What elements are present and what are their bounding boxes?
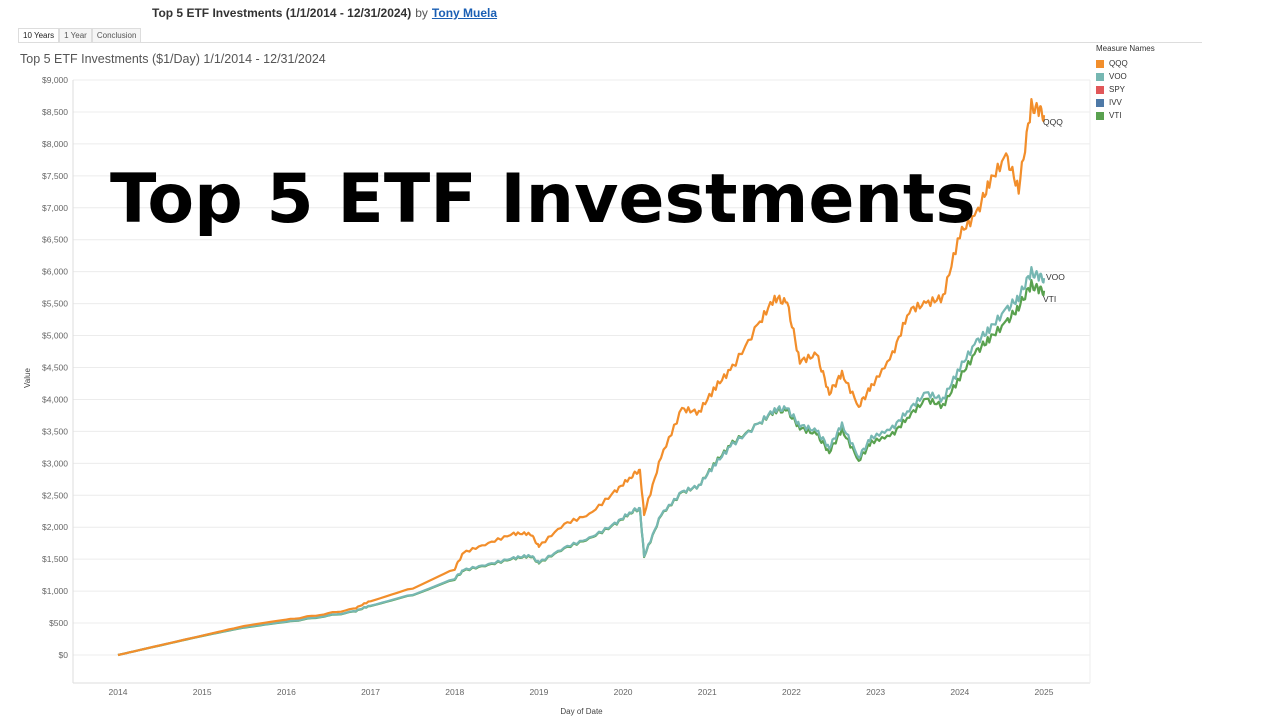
- overlay-heading: Top 5 ETF Investments: [110, 160, 976, 239]
- x-tick-label: 2023: [866, 687, 885, 697]
- x-tick-label: 2021: [698, 687, 717, 697]
- author-link[interactable]: Tony Muela: [431, 6, 498, 20]
- end-label-vti: VTI: [1043, 294, 1056, 304]
- y-tick-label: $6,000: [42, 267, 68, 277]
- legend-label: VOO: [1109, 72, 1127, 81]
- y-tick-label: $8,500: [42, 107, 68, 117]
- y-tick-label: $2,500: [42, 490, 68, 500]
- y-tick-label: $6,500: [42, 235, 68, 245]
- dashboard-header: Top 5 ETF Investments (1/1/2014 - 12/31/…: [0, 0, 1280, 26]
- y-tick-label: $7,000: [42, 203, 68, 213]
- legend-label: QQQ: [1109, 59, 1128, 68]
- y-tick-label: $500: [49, 618, 68, 628]
- x-tick-label: 2022: [782, 687, 801, 697]
- y-tick-label: $3,000: [42, 458, 68, 468]
- series-line-voo: [117, 266, 1046, 657]
- end-label-qqq: QQQ: [1043, 117, 1063, 127]
- x-tick-label: 2024: [950, 687, 969, 697]
- y-axis-label: Value: [23, 368, 32, 388]
- y-tick-label: $5,000: [42, 331, 68, 341]
- x-tick-label: 2018: [445, 687, 464, 697]
- legend-swatch: [1096, 72, 1104, 81]
- legend-swatch: [1096, 85, 1104, 94]
- x-tick-label: 2014: [109, 687, 128, 697]
- x-tick-label: 2020: [614, 687, 633, 697]
- y-tick-label: $4,500: [42, 363, 68, 373]
- chart-title: Top 5 ETF Investments ($1/Day) 1/1/2014 …: [20, 52, 326, 66]
- y-tick-label: $5,500: [42, 299, 68, 309]
- y-tick-label: $4,000: [42, 394, 68, 404]
- x-tick-label: 2016: [277, 687, 296, 697]
- x-tick-label: 2025: [1035, 687, 1054, 697]
- tab-1-year[interactable]: 1 Year: [59, 28, 92, 42]
- legend-item-voo[interactable]: VOO: [1096, 70, 1155, 83]
- tab-10-years[interactable]: 10 Years: [18, 28, 60, 42]
- legend-label: VTI: [1109, 111, 1122, 120]
- legend-label: SPY: [1109, 85, 1126, 94]
- x-axis-label: Day of Date: [560, 707, 603, 716]
- legend-swatch: [1096, 98, 1104, 107]
- series-line-qqq: [117, 98, 1046, 657]
- x-tick-label: 2019: [529, 687, 548, 697]
- dashboard-title: Top 5 ETF Investments (1/1/2014 - 12/31/…: [152, 6, 497, 20]
- series-line-vti: [117, 279, 1046, 657]
- dashboard-title-text: Top 5 ETF Investments (1/1/2014 - 12/31/…: [152, 6, 412, 20]
- dashboard-tabs: 10 Years 1 Year Conclusion: [18, 28, 1202, 43]
- legend-item-ivv[interactable]: IVV: [1096, 96, 1155, 109]
- x-tick-label: 2017: [361, 687, 380, 697]
- y-tick-label: $1,000: [42, 586, 68, 596]
- y-tick-label: $2,000: [42, 522, 68, 532]
- end-label-voo: VOO: [1046, 272, 1065, 282]
- tab-conclusion[interactable]: Conclusion: [91, 28, 142, 42]
- legend: Measure Names QQQ VOO SPY IVV VTI: [1096, 44, 1155, 122]
- legend-item-qqq[interactable]: QQQ: [1096, 57, 1155, 70]
- y-tick-label: $3,500: [42, 426, 68, 436]
- author-by: by: [415, 6, 428, 20]
- legend-swatch: [1096, 111, 1104, 120]
- y-tick-label: $0: [59, 650, 69, 660]
- legend-item-spy[interactable]: SPY: [1096, 83, 1155, 96]
- y-tick-label: $1,500: [42, 554, 68, 564]
- x-tick-label: 2015: [193, 687, 212, 697]
- legend-swatch: [1096, 59, 1104, 68]
- y-tick-label: $8,000: [42, 139, 68, 149]
- y-tick-label: $9,000: [42, 75, 68, 85]
- legend-label: IVV: [1109, 98, 1122, 107]
- y-tick-label: $7,500: [42, 171, 68, 181]
- legend-item-vti[interactable]: VTI: [1096, 109, 1155, 122]
- legend-title: Measure Names: [1096, 44, 1155, 53]
